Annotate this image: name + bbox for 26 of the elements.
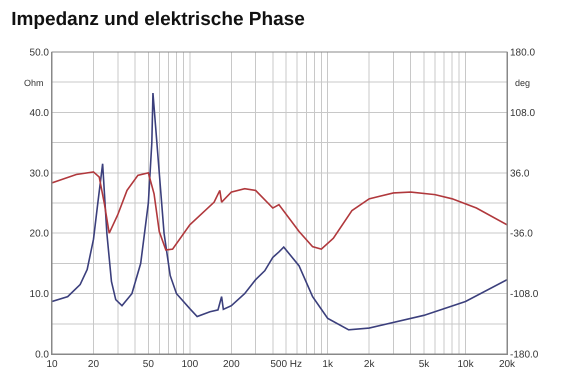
y2-tick-label: 180.0 xyxy=(510,48,536,58)
x-tick-label: 500 Hz xyxy=(270,359,302,370)
y-tick-label: 0.0 xyxy=(35,350,50,360)
y2-tick-label: -180.0 xyxy=(510,350,539,360)
x-tick-label: 20 xyxy=(88,359,100,370)
x-tick-label: 5k xyxy=(418,359,430,370)
y-axis-title: Ohm xyxy=(24,78,44,88)
x-tick-label: 20k xyxy=(498,359,516,370)
y2-tick-label: 36.0 xyxy=(510,168,530,180)
chart-title: Impedanz und elektrische Phase xyxy=(11,8,305,30)
x-tick-label: 2k xyxy=(364,359,376,370)
y2-tick-label: -108.0 xyxy=(510,289,539,300)
y-tick-label: 50.0 xyxy=(30,48,50,58)
x-tick-label: 10 xyxy=(46,359,58,370)
y-tick-label: 40.0 xyxy=(30,108,50,119)
x-tick-label: 10k xyxy=(457,359,475,370)
x-tick-label: 100 xyxy=(181,359,199,370)
y2-axis-title: deg xyxy=(515,78,530,88)
y2-tick-label: -36.0 xyxy=(510,228,534,240)
y2-tick-label: 108.0 xyxy=(510,108,536,119)
y-tick-label: 30.0 xyxy=(30,168,50,180)
y-tick-label: 10.0 xyxy=(30,289,50,300)
x-tick-label: 200 xyxy=(222,359,240,370)
y-tick-label: 20.0 xyxy=(30,228,50,240)
x-tick-label: 1k xyxy=(322,359,334,370)
x-tick-label: 50 xyxy=(142,359,154,370)
